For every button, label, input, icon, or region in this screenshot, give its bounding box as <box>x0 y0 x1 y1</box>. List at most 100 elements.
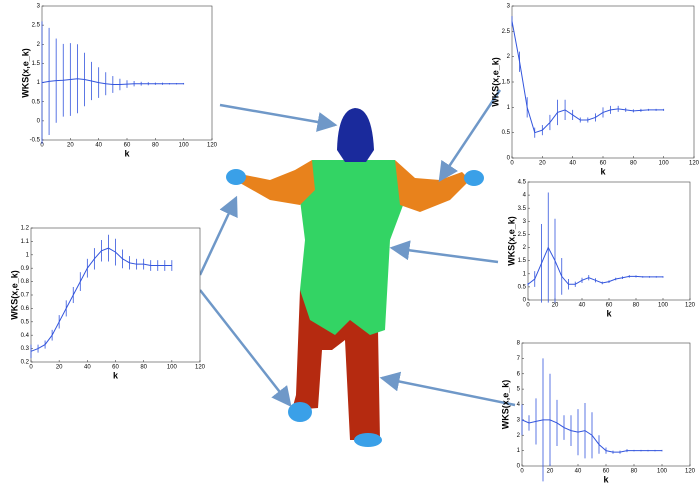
x-tick-label: 80 <box>630 161 637 167</box>
plot-frame <box>511 5 695 159</box>
y-tick-label: 4 <box>523 193 527 199</box>
x-tick-label: 40 <box>579 303 586 309</box>
x-tick-label: 40 <box>575 469 582 475</box>
y-tick-label: 0.9 <box>21 266 30 272</box>
y-tick-label: 0.8 <box>21 279 30 285</box>
plot-frame <box>41 5 213 141</box>
y-tick-label: 0 <box>507 156 511 162</box>
y-tick-label: 2 <box>517 433 521 439</box>
y-tick-label: 0.5 <box>32 99 41 105</box>
x-tick-label: 20 <box>539 161 546 167</box>
y-tick-label: 2.5 <box>518 232 527 238</box>
y-axis-label: WKS(x,e_k) <box>500 380 510 430</box>
y-tick-label: 0.5 <box>21 319 30 325</box>
x-tick-label: 40 <box>84 365 91 371</box>
arrow <box>389 240 499 264</box>
y-axis-label: WKS(x,e_k) <box>506 216 516 266</box>
y-tick-label: 0.5 <box>518 284 527 290</box>
y-tick-label: 5 <box>517 387 521 393</box>
x-tick-label: 60 <box>112 365 119 371</box>
x-axis-label: k <box>124 148 130 158</box>
y-tick-label: 0.3 <box>21 346 30 352</box>
x-tick-label: 60 <box>124 143 131 149</box>
x-tick-label: 0 <box>29 365 33 371</box>
x-tick-label: 120 <box>207 143 218 149</box>
y-tick-label: 1.5 <box>32 61 41 67</box>
y-tick-label: 2.5 <box>32 23 41 29</box>
y-tick-label: 3.5 <box>518 206 527 212</box>
y-tick-label: 1.1 <box>21 239 30 245</box>
mean-line <box>30 247 172 352</box>
y-tick-label: 0 <box>37 118 41 124</box>
y-tick-label: 0 <box>517 464 521 470</box>
x-tick-label: 120 <box>195 365 206 371</box>
y-tick-label: 6 <box>517 371 521 377</box>
y-tick-label: 1 <box>37 80 41 86</box>
y-tick-label: 0.2 <box>21 360 30 366</box>
chart: 0 20 40 60 80 100 120-0.500.511.522.53kWKS(x,e… <box>20 4 217 159</box>
y-axis-label: WKS(x,e_k) <box>20 48 30 98</box>
y-tick-label: 3 <box>517 417 521 423</box>
y-tick-label: 1.5 <box>502 80 511 86</box>
x-tick-label: 0 <box>520 469 524 475</box>
x-tick-label: 100 <box>657 469 668 475</box>
x-axis-label: k <box>600 166 606 176</box>
mean-line <box>521 419 662 453</box>
x-tick-label: 60 <box>606 303 613 309</box>
x-tick-label: 120 <box>689 161 699 167</box>
y-tick-label: 0.4 <box>21 333 30 339</box>
chart: 0 20 40 60 80 100 120 0 0.5 1 1.5 2 2.5 3 3.5 4 4.5 k WKS(… <box>506 180 695 319</box>
x-tick-label: 120 <box>685 303 696 309</box>
y-tick-label: 4 <box>517 402 521 408</box>
y-tick-label: 2.5 <box>502 29 511 35</box>
mean-line <box>527 246 663 285</box>
left-hand <box>226 169 246 185</box>
x-tick-label: 80 <box>631 469 638 475</box>
x-tick-label: 20 <box>552 303 559 309</box>
y-tick-label: 1.5 <box>518 258 527 264</box>
x-tick-label: 80 <box>152 143 159 149</box>
left-foot <box>288 402 312 422</box>
x-tick-label: 60 <box>603 469 610 475</box>
y-tick-label: 2 <box>37 42 41 48</box>
x-tick-label: 120 <box>685 469 696 475</box>
x-axis-label: k <box>603 474 609 484</box>
y-axis-label: WKS(x,e_k) <box>9 270 19 320</box>
x-tick-label: 60 <box>600 161 607 167</box>
y-tick-label: 3 <box>37 4 41 10</box>
x-tick-label: 0 <box>526 303 530 309</box>
arrow <box>199 289 292 407</box>
arrow <box>198 195 238 276</box>
x-tick-label: 20 <box>67 143 74 149</box>
y-tick-label: 2 <box>507 54 511 60</box>
chart: 0 20 40 60 80 100 120 0.2 0.3 0.4 0.5 0.6 0.7 0.8 0.9 1… <box>9 226 205 381</box>
x-tick-label: 20 <box>547 469 554 475</box>
right-hand <box>464 170 484 186</box>
x-tick-label: 100 <box>658 303 669 309</box>
y-tick-label: 1 <box>507 105 511 111</box>
chart: 0 20 40 60 80 100 120 0 0.5 1 1.5 2 2.5 3 k WKS(x,e_k) <box>490 4 699 177</box>
mean-line <box>511 21 664 134</box>
y-tick-label: 0.5 <box>502 130 511 136</box>
arrows <box>198 89 516 407</box>
y-tick-label: 1 <box>517 448 521 454</box>
arrow <box>219 103 338 132</box>
y-tick-label: -0.5 <box>30 138 41 144</box>
arrow <box>438 89 502 183</box>
x-tick-label: 20 <box>56 365 63 371</box>
x-tick-label: 0 <box>510 161 514 167</box>
x-tick-label: 100 <box>659 161 670 167</box>
chart: 0 20 40 60 80 100 120 0 1 2 3 4 5 6 7 8 k WKS(x,e_k) <box>500 341 695 485</box>
y-tick-label: 0.6 <box>21 306 30 312</box>
head <box>337 108 374 162</box>
x-tick-label: 80 <box>633 303 640 309</box>
y-tick-label: 2 <box>523 245 527 251</box>
y-tick-label: 4.5 <box>518 180 527 186</box>
y-tick-label: 8 <box>517 341 521 347</box>
y-tick-label: 1 <box>523 271 527 277</box>
human-model <box>226 108 484 447</box>
x-tick-label: 80 <box>140 365 147 371</box>
right-foot <box>354 433 382 447</box>
torso <box>300 160 405 335</box>
x-tick-label: 0 <box>40 143 44 149</box>
